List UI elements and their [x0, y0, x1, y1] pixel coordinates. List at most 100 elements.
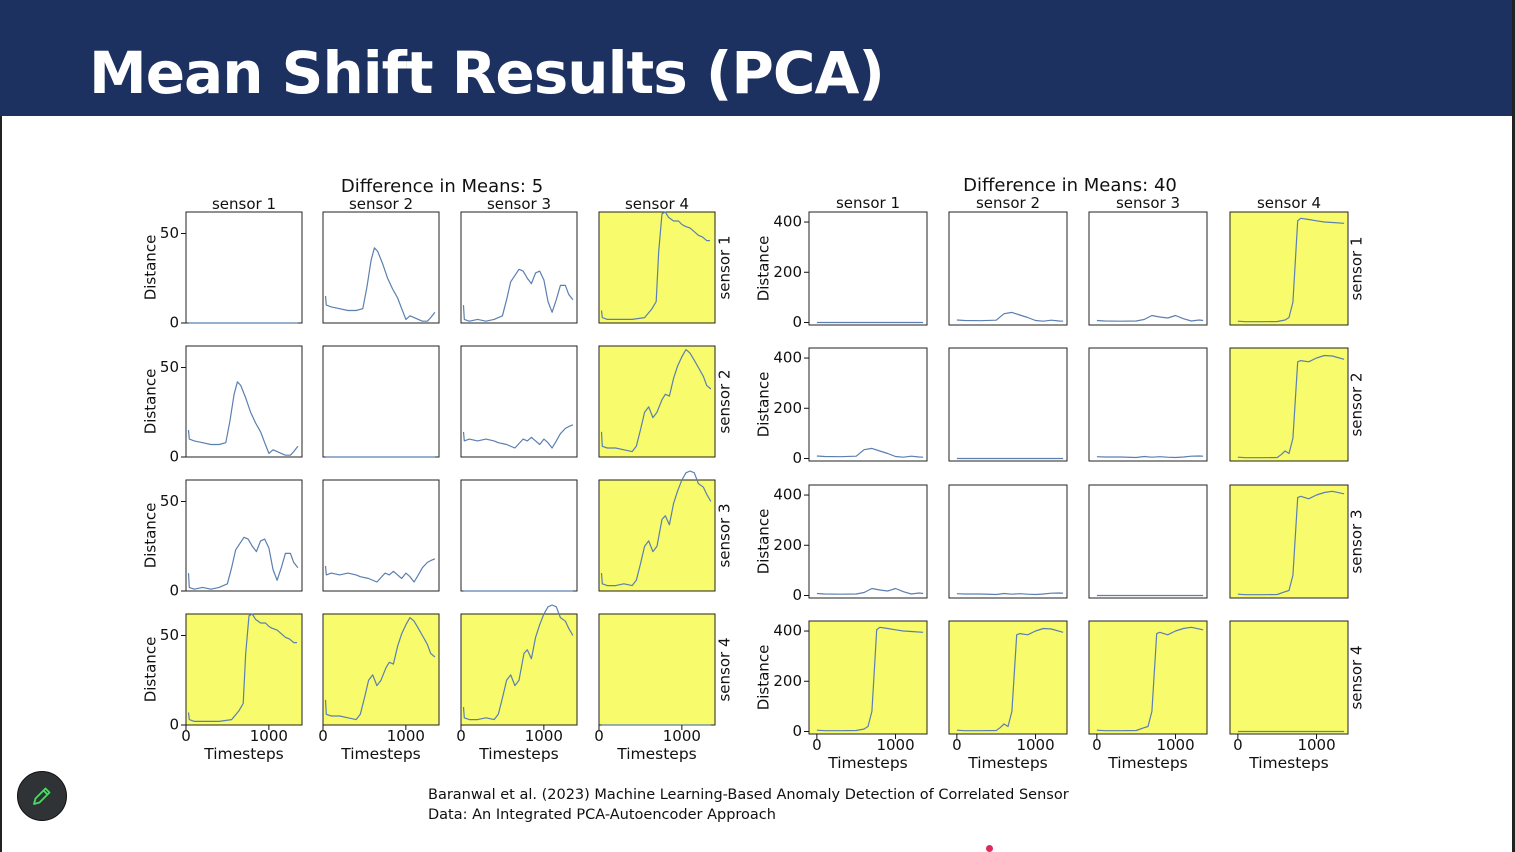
series-line — [956, 627, 1064, 732]
pencil-icon — [33, 787, 51, 805]
citation-line-1: Baranwal et al. (2023) Machine Learning-… — [428, 787, 1069, 803]
series-line — [462, 604, 574, 721]
cursor-indicator — [986, 845, 993, 852]
column-label: sensor 1 — [836, 194, 900, 212]
series-line — [187, 381, 299, 456]
subplot — [948, 347, 1068, 462]
y-tick-label: 50 — [160, 492, 179, 510]
y-tick-label: 200 — [773, 672, 802, 690]
subplot — [948, 211, 1068, 326]
subplot — [460, 479, 578, 592]
highlighted-subplot — [948, 620, 1068, 735]
subplot — [185, 211, 303, 324]
subplot — [322, 345, 440, 458]
slide-title: Mean Shift Results (PCA) — [89, 39, 885, 107]
y-axis-label: Distance — [142, 235, 160, 301]
column-label: sensor 4 — [1257, 194, 1321, 212]
column-label: sensor 2 — [349, 195, 413, 213]
subplot — [1088, 484, 1208, 599]
row-label: sensor 4 — [1348, 645, 1366, 709]
subplot — [185, 345, 303, 458]
y-tick-label: 50 — [160, 358, 179, 376]
edit-button[interactable] — [17, 771, 67, 821]
x-tick-label: 0 — [594, 727, 604, 745]
y-tick-label: 200 — [773, 263, 802, 281]
frame-border-left — [0, 116, 2, 852]
series-line — [1096, 455, 1204, 459]
series-line — [1237, 217, 1345, 323]
x-axis-label: Timesteps — [827, 754, 908, 772]
highlighted-subplot — [1229, 211, 1349, 326]
highlighted-subplot — [1229, 347, 1349, 462]
highlighted-subplot — [1088, 620, 1208, 735]
series-line — [1237, 490, 1345, 596]
series-line — [600, 470, 712, 587]
series-line — [187, 613, 297, 723]
x-tick-label: 0 — [1233, 736, 1243, 754]
y-axis-label: Distance — [142, 369, 160, 435]
citation: Baranwal et al. (2023) Machine Learning-… — [428, 785, 1069, 825]
y-tick-label: 0 — [169, 582, 179, 600]
highlighted-subplot — [322, 613, 440, 726]
x-tick-label: 1000 — [1156, 736, 1194, 754]
series-line — [816, 587, 924, 595]
column-label: sensor 4 — [625, 195, 689, 213]
subplot — [185, 479, 303, 592]
x-tick-label: 1000 — [1016, 736, 1054, 754]
series-line — [1096, 314, 1204, 322]
column-label: sensor 1 — [212, 195, 276, 213]
x-tick-label: 0 — [181, 727, 191, 745]
subplot — [948, 484, 1068, 599]
x-tick-label: 1000 — [663, 727, 701, 745]
column-label: sensor 3 — [487, 195, 551, 213]
x-axis-label: Timesteps — [616, 745, 697, 763]
y-tick-label: 50 — [160, 626, 179, 644]
series-line — [462, 424, 574, 449]
y-tick-label: 50 — [160, 224, 179, 242]
series-line — [324, 616, 436, 721]
subplot — [1088, 211, 1208, 326]
row-label: sensor 2 — [716, 369, 734, 433]
slide-header — [0, 0, 1515, 116]
series-line — [600, 349, 712, 453]
x-tick-label: 0 — [318, 727, 328, 745]
highlighted-subplot — [460, 613, 578, 726]
frame-border-right — [1512, 0, 1515, 852]
row-label: sensor 1 — [716, 235, 734, 299]
highlighted-subplot — [598, 211, 716, 324]
y-tick-label: 400 — [773, 213, 802, 231]
x-axis-label: Timesteps — [1107, 754, 1188, 772]
y-axis-label: Distance — [755, 509, 773, 575]
x-tick-label: 0 — [812, 736, 822, 754]
subplot — [808, 484, 928, 599]
subplot — [808, 211, 928, 326]
series-line — [816, 626, 924, 732]
series-line — [324, 247, 436, 322]
series-line — [956, 592, 1064, 596]
y-axis-label: Distance — [755, 236, 773, 302]
series-line — [462, 268, 574, 322]
subplot — [1088, 347, 1208, 462]
row-label: sensor 3 — [1348, 509, 1366, 573]
citation-line-2: Data: An Integrated PCA-Autoencoder Appr… — [428, 807, 776, 823]
x-tick-label: 1000 — [1297, 736, 1335, 754]
x-axis-label: Timesteps — [478, 745, 559, 763]
x-tick-label: 0 — [952, 736, 962, 754]
subplot — [808, 347, 928, 462]
x-axis-label: Timesteps — [967, 754, 1048, 772]
highlighted-subplot — [1229, 484, 1349, 599]
row-label: sensor 4 — [716, 637, 734, 701]
y-tick-label: 200 — [773, 399, 802, 417]
x-tick-label: 1000 — [525, 727, 563, 745]
highlighted-subplot — [808, 620, 928, 735]
chart-title: Difference in Means: 40 — [963, 175, 1177, 196]
highlighted-subplot — [598, 479, 716, 592]
row-label: sensor 2 — [1348, 372, 1366, 436]
column-label: sensor 3 — [1116, 194, 1180, 212]
y-tick-label: 0 — [792, 722, 802, 740]
y-tick-label: 400 — [773, 349, 802, 367]
row-label: sensor 3 — [716, 503, 734, 567]
x-axis-label: Timesteps — [203, 745, 284, 763]
y-axis-label: Distance — [142, 637, 160, 703]
